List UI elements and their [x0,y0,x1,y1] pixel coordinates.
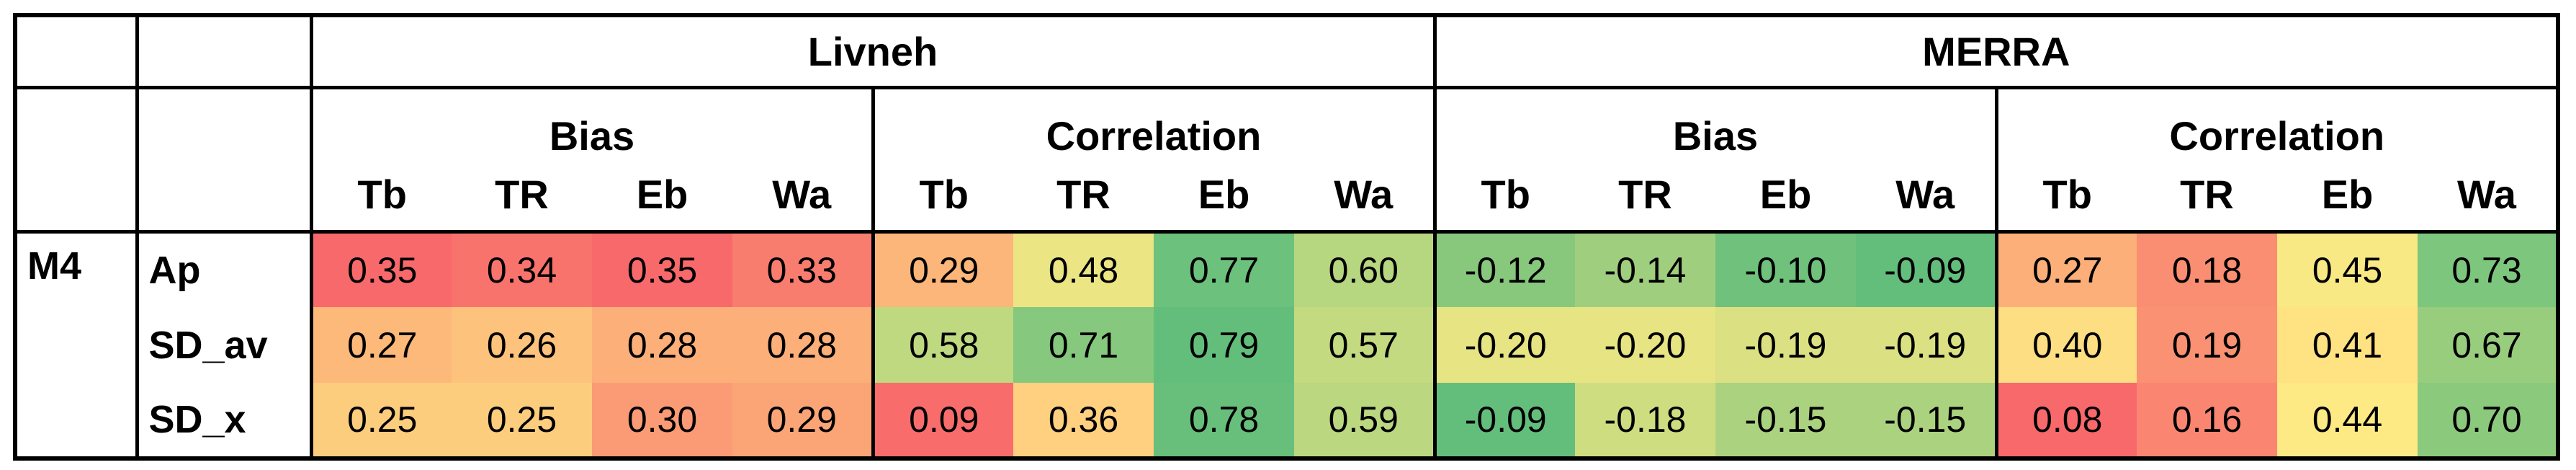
value-cell: -0.19 [1856,307,1998,383]
metric-header: Bias [309,85,875,159]
value-cell: 0.35 [309,231,452,307]
value-cell: 0.44 [2277,383,2418,458]
value-cell: 0.78 [1154,383,1294,458]
value-cell: -0.15 [1715,383,1856,458]
value-cell: 0.27 [1994,231,2137,307]
model-label: M4 [13,229,139,461]
variable-header: Eb [2277,159,2418,234]
value-cell: 0.08 [1994,383,2137,458]
empty-cell [135,13,313,89]
variable-header: Eb [1715,159,1856,234]
value-cell: -0.12 [1432,231,1575,307]
value-cell: 0.57 [1294,307,1437,383]
header-row: Livneh MERRA [13,13,2560,89]
value-cell: 0.28 [592,307,732,383]
group-header: MERRA [1432,13,2560,89]
variable-header: Tb [871,159,1013,234]
value-cell: 0.16 [2137,383,2277,458]
value-cell: 0.48 [1013,231,1154,307]
value-cell: 0.29 [732,383,875,458]
value-cell: 0.27 [309,307,452,383]
value-cell: 0.77 [1154,231,1294,307]
variable-header: TR [452,159,592,234]
value-cell: -0.19 [1715,307,1856,383]
value-cell: 0.71 [1013,307,1154,383]
variable-header: Wa [1856,159,1998,234]
value-cell: 0.73 [2418,231,2560,307]
value-cell: 0.19 [2137,307,2277,383]
variable-header: TR [1575,159,1715,234]
value-cell: 0.58 [871,307,1013,383]
value-cell: 0.45 [2277,231,2418,307]
variable-header: Wa [732,159,875,234]
value-cell: 0.60 [1294,231,1437,307]
value-cell: 0.41 [2277,307,2418,383]
empty-cell [13,85,139,234]
value-cell: -0.10 [1715,231,1856,307]
value-cell: 0.36 [1013,383,1154,458]
variable-header: TR [2137,159,2277,234]
empty-cell [13,13,139,89]
value-cell: 0.40 [1994,307,2137,383]
value-cell: -0.09 [1856,231,1998,307]
value-cell: -0.20 [1432,307,1575,383]
metric-header: Correlation [1994,85,2560,159]
value-cell: 0.26 [452,307,592,383]
variable-header: Wa [2418,159,2560,234]
value-cell: -0.15 [1856,383,1998,458]
group-header: Livneh [309,13,1437,89]
value-cell: -0.18 [1575,383,1715,458]
header-row: Bias Correlation Bias Correlation [13,85,2560,234]
variable-header: Wa [1294,159,1437,234]
value-cell: 0.30 [592,383,732,458]
row-label: SD_x [135,383,313,458]
value-cell: -0.14 [1575,231,1715,307]
data-row: SD_x 0.25 0.25 0.30 0.29 0.09 0.36 0.78 0.59 -0.0… [15,383,2560,458]
metric-header: Correlation [871,85,1437,159]
value-cell: 0.67 [2418,307,2560,383]
variable-header: TR [1013,159,1154,234]
value-cell: 0.70 [2418,383,2560,458]
value-cell: 0.59 [1294,383,1437,458]
variable-header: Eb [1154,159,1294,234]
value-cell: -0.09 [1432,383,1575,458]
table-container: Livneh MERRA Bias Correlation Bias Correlatio… [13,13,2560,461]
variable-header: Tb [1994,159,2137,234]
value-cell: 0.18 [2137,231,2277,307]
row-label: SD_av [135,307,313,383]
value-cell: 0.34 [452,231,592,307]
value-cell: 0.29 [871,231,1013,307]
value-cell: -0.20 [1575,307,1715,383]
data-row: M4 Ap 0.35 0.34 0.35 0.33 0.29 0.48 0.77 0.60 -0.1… [13,229,2560,461]
row-label: Ap [135,231,313,307]
empty-cell [135,85,313,234]
value-cell: 0.09 [871,383,1013,458]
variable-header: Eb [592,159,732,234]
header-row: Tb TR Eb Wa Tb TR Eb Wa Tb TR Eb Wa Tb TR Eb Wa [15,159,2560,234]
value-cell: 0.25 [452,383,592,458]
variable-header: Tb [1432,159,1575,234]
value-cell: 0.79 [1154,307,1294,383]
value-cell: 0.35 [592,231,732,307]
value-cell: 0.25 [309,383,452,458]
variable-header: Tb [309,159,452,234]
value-cell: 0.33 [732,231,875,307]
results-table: Livneh MERRA Bias Correlation Bias Correlatio… [13,13,2560,461]
metric-header: Bias [1432,85,1998,159]
value-cell: 0.28 [732,307,875,383]
data-row: SD_av 0.27 0.26 0.28 0.28 0.58 0.71 0.79 0.57 -0.… [15,307,2560,383]
